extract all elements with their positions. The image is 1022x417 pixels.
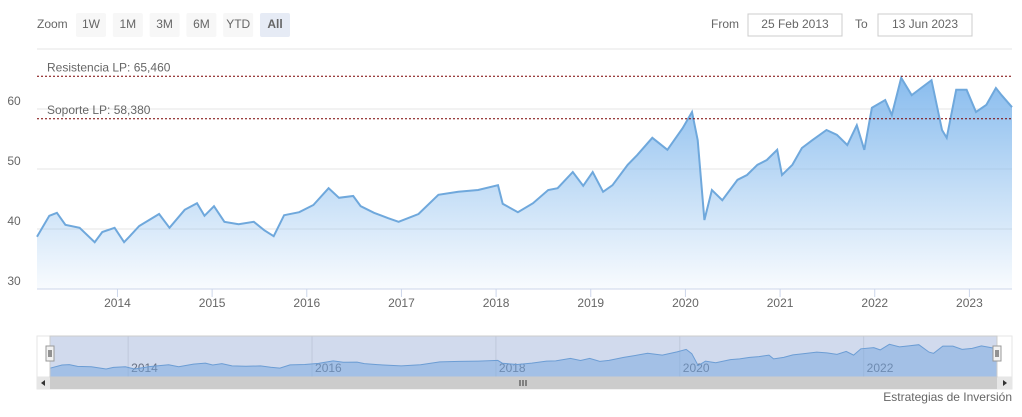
navigator-handle-grip <box>995 350 999 357</box>
area-fill <box>37 77 1012 289</box>
x-tick-label: 2020 <box>672 296 699 310</box>
zoom-label: Zoom <box>37 17 68 31</box>
zoom-button-label[interactable]: YTD <box>226 17 250 31</box>
to-input-box[interactable] <box>877 13 973 37</box>
plot-line-label: Soporte LP: 58,380 <box>47 103 151 117</box>
navigator-handle[interactable] <box>992 345 1002 362</box>
zoom-button[interactable] <box>223 13 254 37</box>
x-tick-label: 2019 <box>577 296 604 310</box>
scrollbar-grip <box>519 380 527 386</box>
zoom-button[interactable] <box>260 13 290 37</box>
from-input-box[interactable] <box>747 13 843 37</box>
navigator-mask[interactable] <box>49 335 998 378</box>
zoom-button-label[interactable]: 1M <box>119 17 136 31</box>
scrollbar-right-arrow <box>1003 380 1007 386</box>
zoom-button[interactable] <box>112 13 143 37</box>
x-tick-label: 2016 <box>293 296 320 310</box>
zoom-button-label[interactable]: 3M <box>156 17 173 31</box>
zoom-button[interactable] <box>76 13 106 37</box>
x-tick-label: 2022 <box>861 296 888 310</box>
scrollbar-left-arrow <box>41 380 45 386</box>
plot-line-label: Resistencia LP: 65,460 <box>47 60 171 74</box>
x-tick-label: 2014 <box>104 296 131 310</box>
y-tick-label: 50 <box>7 154 21 168</box>
from-input[interactable]: 25 Feb 2013 <box>761 17 829 31</box>
navigator-handle-grip <box>48 350 52 357</box>
x-tick-label: 2018 <box>483 296 510 310</box>
zoom-button-label[interactable]: 1W <box>82 17 101 31</box>
y-tick-label: 30 <box>7 274 21 288</box>
credits[interactable]: Estrategias de Inversión <box>883 390 1012 404</box>
zoom-button-label[interactable]: 6M <box>193 17 210 31</box>
area-line <box>36 75 1013 244</box>
from-label: From <box>711 17 739 31</box>
zoom-button[interactable] <box>186 13 217 37</box>
navigator-area <box>49 343 998 378</box>
to-input[interactable]: 13 Jun 2023 <box>892 17 958 31</box>
x-tick-label: 2017 <box>388 296 415 310</box>
navigator-handle[interactable] <box>45 345 55 362</box>
y-tick-label: 60 <box>7 94 21 108</box>
to-label: To <box>855 17 868 31</box>
y-tick-label: 40 <box>7 214 21 228</box>
zoom-button[interactable] <box>149 13 180 37</box>
x-tick-label: 2015 <box>199 296 226 310</box>
x-tick-label: 2021 <box>767 296 794 310</box>
x-tick-label: 2023 <box>956 296 983 310</box>
zoom-button-label[interactable]: All <box>267 17 282 31</box>
